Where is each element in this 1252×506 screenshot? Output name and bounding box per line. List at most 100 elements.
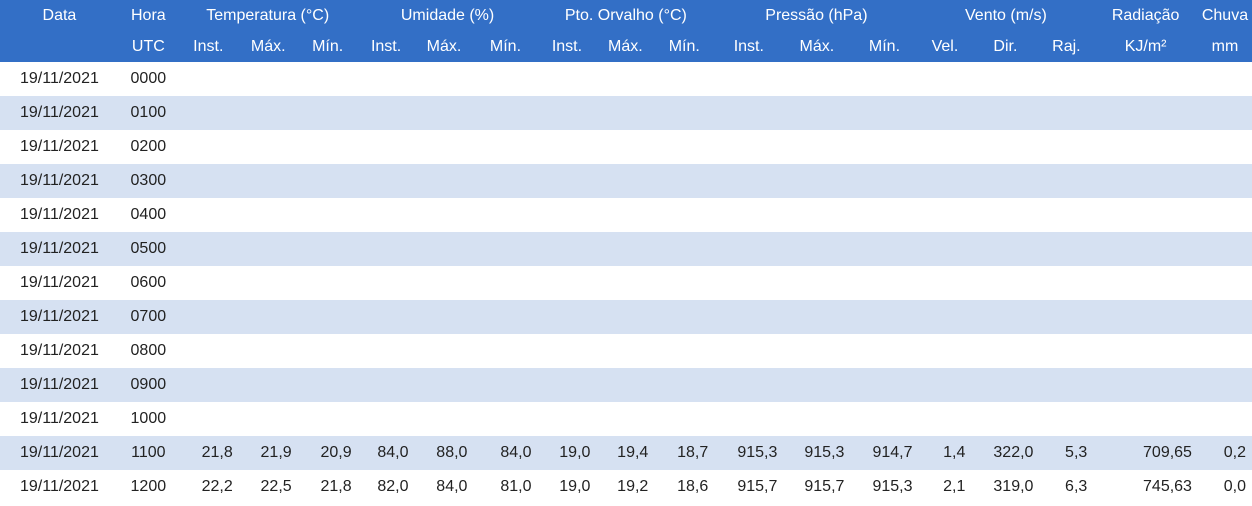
hour-cell: 0200 [130,138,167,155]
date-cell: 19/11/2021 [19,138,99,155]
value-cell: 21,8 [320,478,352,495]
value-cell [654,130,714,164]
value-cell [850,300,918,334]
value-cell [971,300,1039,334]
value-cell [1093,300,1198,334]
value-cell [971,334,1039,368]
date-cell: 19/11/2021 [19,410,99,427]
date-cell: 19/11/2021 [19,478,99,495]
table-row: 19/11/2021 0500 [0,232,1252,266]
value-cell [1198,198,1252,232]
value-cell [298,334,358,368]
value-cell [298,62,358,96]
subheader-cell: UTC [118,32,178,62]
value-cell [537,266,596,300]
value-cell [850,164,918,198]
value-cell [358,130,415,164]
value-cell: 5,3 [1065,444,1088,461]
value-cell [1198,232,1252,266]
hour-cell: 0700 [130,308,167,325]
value-cell [654,266,714,300]
value-cell [298,266,358,300]
value-cell [919,164,972,198]
value-cell [1198,130,1252,164]
value-cell [971,402,1039,436]
date-cell: 19/11/2021 [19,70,99,87]
value-cell [298,368,358,402]
value-cell [358,232,415,266]
value-cell [415,266,474,300]
value-cell [537,130,596,164]
value-cell [1198,266,1252,300]
value-cell: 81,0 [500,478,532,495]
value-cell [714,368,783,402]
value-cell [537,402,596,436]
value-cell [1093,164,1198,198]
value-cell: 84,0 [436,478,468,495]
table-row: 19/11/2021 0200 [0,130,1252,164]
value-cell [239,368,298,402]
header-hora: Hora [118,0,178,32]
value-cell: 0,2 [1223,444,1246,461]
value-cell [1198,62,1252,96]
subheader-cell: Inst. [537,32,597,62]
value-cell [1093,334,1198,368]
hour-cell: 0800 [130,342,167,359]
value-cell [298,198,358,232]
value-cell [596,198,654,232]
value-cell [1039,62,1093,96]
value-cell [415,62,474,96]
value-cell [358,62,415,96]
value-cell: 21,8 [201,444,233,461]
table-row: 19/11/2021 0600 [0,266,1252,300]
table-row: 19/11/2021 1100 21,8 21,9 20,9 84,0 88,0 84,0 19… [0,436,1252,470]
value-cell [919,62,972,96]
subheader-cell: Raj. [1039,32,1094,62]
value-cell [298,164,358,198]
value-cell [537,334,596,368]
value-cell: 20,9 [320,444,352,461]
value-cell [971,198,1039,232]
value-cell [178,300,239,334]
value-cell [537,232,596,266]
value-cell [654,232,714,266]
value-cell [1093,266,1198,300]
value-cell [537,96,596,130]
value-cell [850,402,918,436]
value-cell: 19,0 [559,478,591,495]
header-pto-orvalho: Pto. Orvalho (°C) [537,0,715,32]
hour-cell: 0000 [130,70,167,87]
value-cell [971,96,1039,130]
value-cell [1093,232,1198,266]
subheader-cell: Dir. [971,32,1040,62]
header-radiacao: Radiação [1093,0,1198,32]
value-cell [850,368,918,402]
value-cell [239,164,298,198]
value-cell: 82,0 [377,478,409,495]
value-cell [358,164,415,198]
value-cell [415,96,474,130]
value-cell [783,96,850,130]
value-cell [1039,368,1093,402]
value-cell: 322,0 [993,444,1034,461]
table-row: 19/11/2021 0000 [0,62,1252,96]
hour-cell: 0900 [130,376,167,393]
value-cell [919,130,972,164]
subheader-cell: Máx. [414,32,474,62]
value-cell [1039,198,1093,232]
subheader-cell: mm [1197,32,1252,62]
value-cell [654,198,714,232]
header-umidade: Umidade (%) [357,0,538,32]
value-cell: 19,2 [617,478,649,495]
value-cell: 1,4 [943,444,966,461]
value-cell [596,334,654,368]
value-cell [358,402,415,436]
value-cell [1039,130,1093,164]
hour-cell: 0300 [130,172,167,189]
value-cell [358,368,415,402]
subheader-cell: Inst. [177,32,239,62]
value-cell [783,164,850,198]
value-cell [358,300,415,334]
value-cell: 915,7 [737,478,778,495]
value-cell [714,334,783,368]
